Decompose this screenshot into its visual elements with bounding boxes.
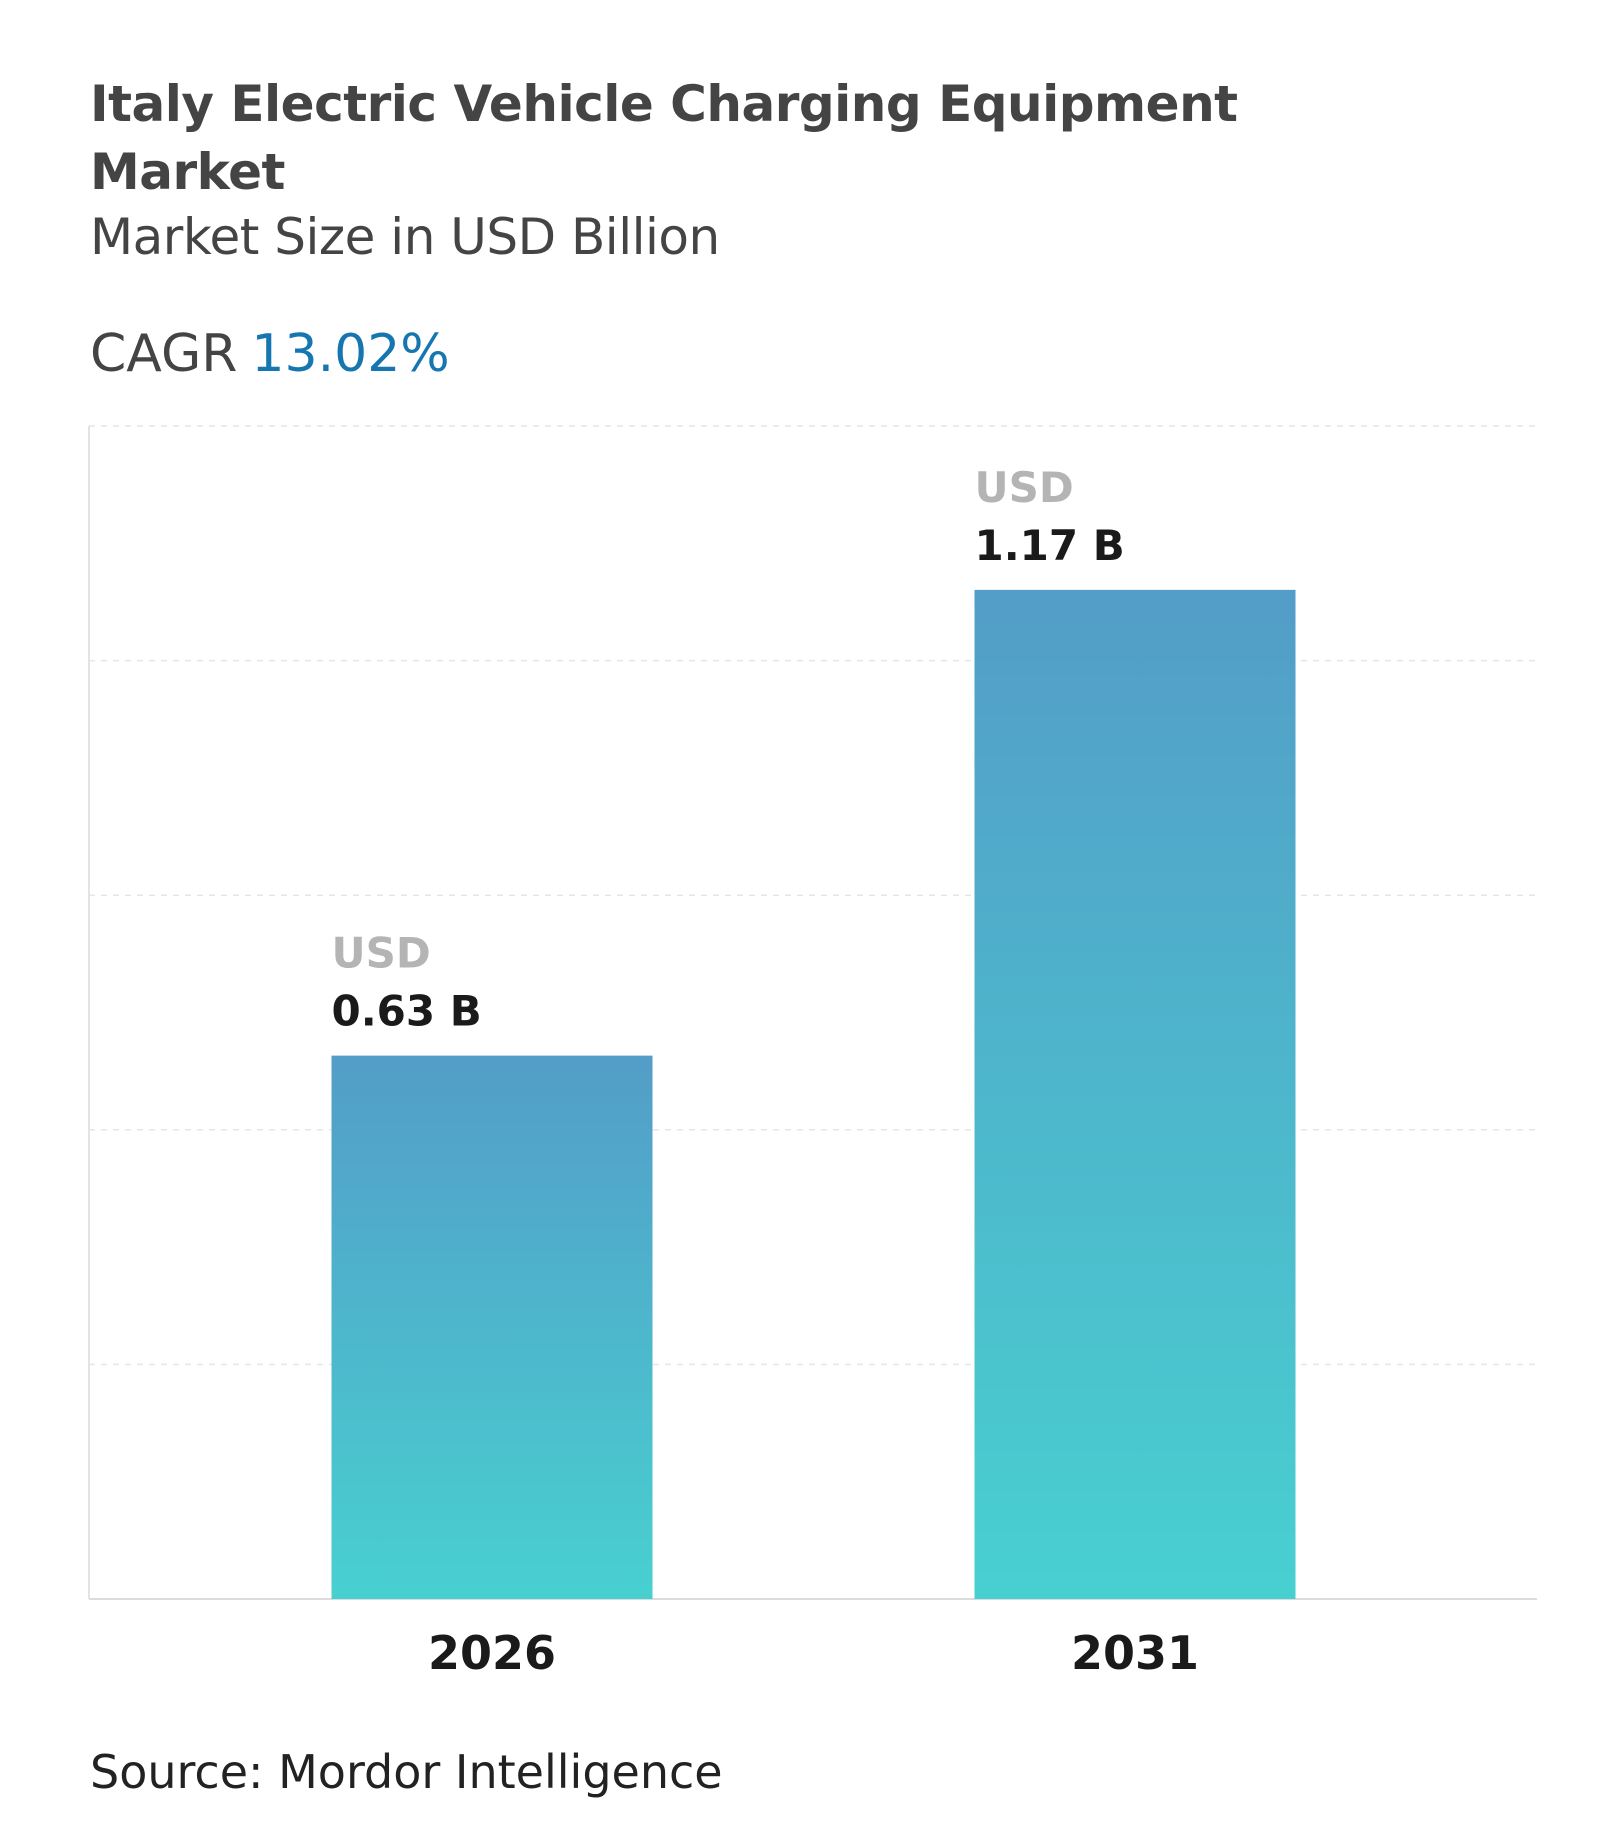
cagr: CAGR 13.02% xyxy=(90,324,450,384)
source-note: Source: Mordor Intelligence xyxy=(90,1745,723,1799)
bar-chart: USD 0.63 B 2026 USD 1.17 B 2031 xyxy=(88,425,1537,1680)
cagr-value: 13.02% xyxy=(251,324,450,384)
chart-subtitle: Market Size in USD Billion xyxy=(90,208,720,266)
x-tick-label: 2026 xyxy=(428,1626,556,1680)
bar-2031 xyxy=(974,589,1296,1599)
data-label-value: 1.17 B xyxy=(975,521,1125,570)
chart-title: Italy Electric Vehicle Charging Equipmen… xyxy=(90,75,1238,201)
bar-2026 xyxy=(331,1055,653,1599)
x-tick-label: 2031 xyxy=(1071,1626,1199,1680)
cagr-label: CAGR xyxy=(90,324,238,384)
data-label-prefix: USD xyxy=(332,929,431,978)
data-label-value: 0.63 B xyxy=(332,987,482,1036)
data-label-prefix: USD xyxy=(975,463,1074,512)
